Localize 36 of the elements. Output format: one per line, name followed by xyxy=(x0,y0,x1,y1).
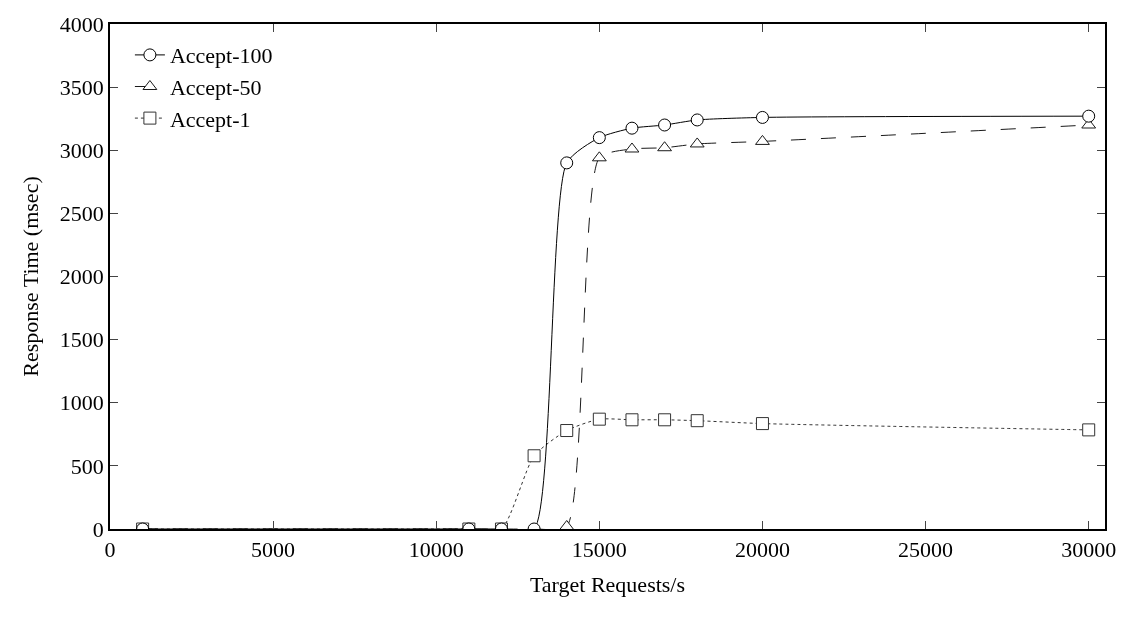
y-tick-label: 2000 xyxy=(59,264,104,290)
point xyxy=(755,134,770,145)
y-tick-label: 3500 xyxy=(59,74,104,100)
legend-label: Accept-1 xyxy=(169,106,251,132)
y-tick-label: 1500 xyxy=(59,327,104,353)
point xyxy=(1082,109,1096,123)
point xyxy=(755,417,769,431)
y-axis-title: Response Time (msec) xyxy=(18,176,44,377)
y-tick-label: 4000 xyxy=(59,11,104,37)
y-tick-label: 3000 xyxy=(59,137,104,163)
point xyxy=(690,113,704,127)
point xyxy=(658,413,672,427)
point xyxy=(755,110,769,124)
point xyxy=(1082,423,1096,437)
legend-label: Accept-50 xyxy=(169,75,262,101)
point xyxy=(592,412,606,426)
x-tick-label: 30000 xyxy=(1061,537,1117,563)
point xyxy=(658,118,672,132)
y-tick-label: 500 xyxy=(70,453,104,479)
y-tick-label: 0 xyxy=(92,516,104,542)
point xyxy=(625,121,639,135)
x-tick-label: 10000 xyxy=(408,537,464,563)
point xyxy=(625,413,639,427)
point xyxy=(560,156,574,170)
point xyxy=(560,424,574,438)
point xyxy=(690,414,704,428)
x-axis-title: Target Requests/s xyxy=(529,571,686,597)
y-tick-label: 2500 xyxy=(59,201,104,227)
x-tick-label: 15000 xyxy=(571,537,627,563)
legend-label: Accept-100 xyxy=(169,43,273,69)
x-tick-label: 20000 xyxy=(734,537,790,563)
x-tick-label: 25000 xyxy=(898,537,954,563)
point xyxy=(527,449,541,463)
x-tick-label: 5000 xyxy=(251,537,296,563)
y-tick-label: 1000 xyxy=(59,390,104,416)
point xyxy=(592,131,606,145)
